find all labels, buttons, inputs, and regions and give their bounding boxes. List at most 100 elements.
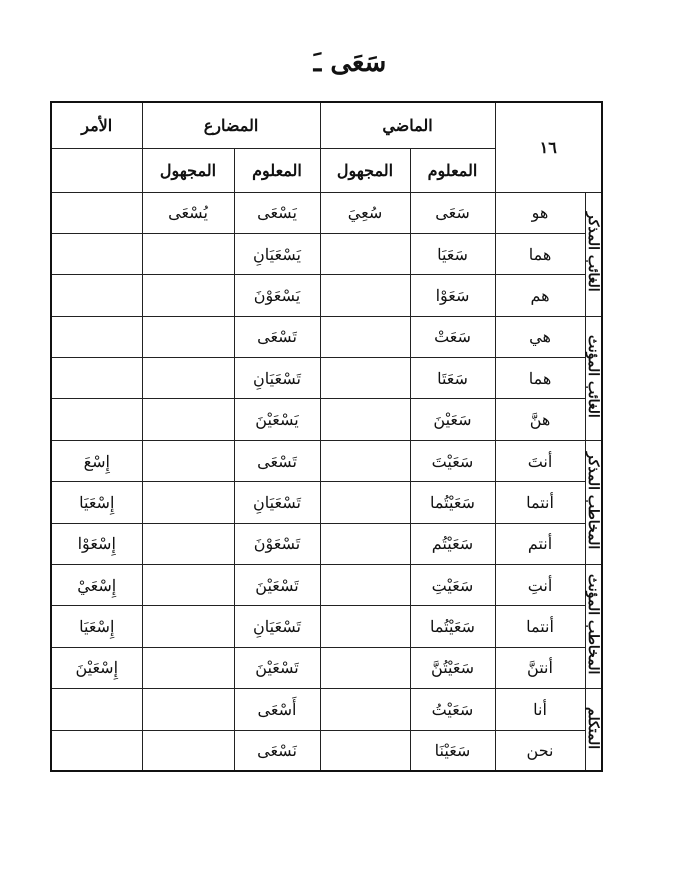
person-group-label: المتكلم	[585, 706, 601, 749]
past-active-cell: سَعَيْتُم	[409, 522, 496, 566]
table-row: هما سَعَتَا تَسْعَيَانِ	[50, 357, 602, 400]
header-present: المضارع	[141, 101, 321, 149]
present-passive-cell	[141, 357, 235, 400]
imperative-cell	[50, 729, 143, 772]
imperative-cell	[50, 688, 143, 731]
pronoun-cell: أنتَ	[494, 439, 586, 483]
present-active-cell: أَسْعَى	[233, 688, 321, 731]
table-row: نحن سَعَيْنَا نَسْعَى	[50, 729, 602, 772]
imperative-cell	[50, 274, 143, 317]
table-row: المخاطب المذكر أنتَ سَعَيْتَ تَسْعَى إِسْعَ	[50, 439, 603, 566]
present-active-cell: تَسْعَيَانِ	[233, 605, 321, 648]
present-passive-cell	[141, 481, 235, 524]
past-active-cell: سَعَيْنَا	[409, 729, 496, 772]
past-active-cell: سَعَيْنَ	[409, 398, 496, 441]
person-group-label: الغائب المؤنث	[585, 334, 601, 418]
pronoun-cell: أنتنَّ	[494, 646, 586, 690]
person-group-cell: المخاطب المذكر	[584, 439, 603, 566]
pronoun-cell: أنتما	[494, 605, 586, 648]
present-active-cell: تَسْعَيَانِ	[233, 481, 321, 524]
past-active-cell: سَعَيْتُنَّ	[409, 646, 496, 690]
past-passive-cell	[319, 522, 411, 566]
pronoun-cell: هما	[494, 232, 586, 276]
present-passive-cell	[141, 522, 235, 566]
table-row: المخاطب المؤنث أنتِ سَعَيْتِ تَسْعَيْنَ إِسْ…	[50, 564, 603, 690]
present-passive-cell	[141, 315, 235, 359]
past-active-cell: سَعَيْتُما	[409, 605, 496, 648]
person-group-label: الغائب المذكر	[585, 212, 601, 292]
past-passive-cell	[319, 315, 411, 359]
pronoun-cell: هنَّ	[494, 398, 586, 441]
pronoun-cell: أنتِ	[494, 564, 586, 607]
imperative-cell	[50, 398, 143, 441]
past-passive-cell: سُعِيَ	[319, 191, 411, 234]
present-active-cell: تَسْعَيْنَ	[233, 564, 321, 607]
imperative-cell	[50, 191, 143, 234]
past-passive-cell	[319, 357, 411, 400]
imperative-cell	[50, 232, 143, 276]
past-active-cell: سَعَيْتُما	[409, 481, 496, 524]
present-passive-cell	[141, 398, 235, 441]
pronoun-cell: أنا	[494, 688, 586, 731]
header-imperative: الأمر	[50, 101, 143, 149]
table-row: هما سَعَيَا يَسْعَيَانِ	[50, 232, 602, 276]
table-row: أنتنَّ سَعَيْتُنَّ تَسْعَيْنَ إِسْعَيْنَ	[50, 646, 602, 690]
imperative-cell: إِسْعَيَا	[50, 481, 143, 524]
past-active-cell: سَعَيْتَ	[409, 439, 496, 483]
table-row: هنَّ سَعَيْنَ يَسْعَيْنَ	[50, 398, 602, 441]
present-passive-cell	[141, 439, 235, 483]
person-group-cell: المتكلم	[584, 688, 603, 772]
header-imperative-empty	[50, 147, 143, 193]
imperative-cell	[50, 315, 143, 359]
pronoun-cell: هما	[494, 357, 586, 400]
present-active-cell: يَسْعَى	[233, 191, 321, 234]
present-passive-cell	[141, 274, 235, 317]
past-passive-cell	[319, 729, 411, 772]
header-past: الماضي	[319, 101, 496, 149]
imperative-cell	[50, 357, 143, 400]
pronoun-cell: هم	[494, 274, 586, 317]
person-group-cell: المخاطب المؤنث	[584, 564, 603, 690]
present-active-cell: تَسْعَى	[233, 439, 321, 483]
person-group-label: المخاطب المؤنث	[585, 574, 601, 675]
past-passive-cell	[319, 564, 411, 607]
past-active-cell: سَعَيْتِ	[409, 564, 496, 607]
present-active-cell: تَسْعَيَانِ	[233, 357, 321, 400]
header-past-passive: المجهول	[319, 147, 411, 193]
table-row: الغائب المؤنث هي سَعَتْ تَسْعَى	[50, 315, 603, 441]
past-active-cell: سَعَيْتُ	[409, 688, 496, 731]
past-active-cell: سَعَيَا	[409, 232, 496, 276]
present-active-cell: نَسْعَى	[233, 729, 321, 772]
past-passive-cell	[319, 646, 411, 690]
past-passive-cell	[319, 398, 411, 441]
table-row: هم سَعَوْا يَسْعَوْنَ	[50, 274, 602, 317]
past-passive-cell	[319, 688, 411, 731]
present-passive-cell	[141, 232, 235, 276]
past-active-cell: سَعَوْا	[409, 274, 496, 317]
table-row: الغائب المذكر هو سَعَى سُعِيَ يَسْعَى يُسْعَى	[50, 191, 603, 317]
past-active-cell: سَعَتْ	[409, 315, 496, 359]
present-active-cell: يَسْعَيْنَ	[233, 398, 321, 441]
present-active-cell: يَسْعَيَانِ	[233, 232, 321, 276]
pronoun-cell: أنتما	[494, 481, 586, 524]
present-passive-cell	[141, 688, 235, 731]
present-passive-cell	[141, 564, 235, 607]
imperative-cell: إِسْعَ	[50, 439, 143, 483]
past-passive-cell	[319, 481, 411, 524]
imperative-cell: إِسْعَوْا	[50, 522, 143, 566]
imperative-cell: إِسْعَيْنَ	[50, 646, 143, 690]
person-group-cell: الغائب المذكر	[584, 191, 603, 317]
pronoun-cell: هو	[494, 191, 586, 234]
past-active-cell: سَعَى	[409, 191, 496, 234]
pronoun-cell: أنتم	[494, 522, 586, 566]
person-group-label: المخاطب المذكر	[585, 451, 601, 550]
pronoun-cell: نحن	[494, 729, 586, 772]
table-row: المتكلم أنا سَعَيْتُ أَسْعَى	[50, 688, 603, 772]
present-active-cell: تَسْعَى	[233, 315, 321, 359]
imperative-cell: إِسْعَيَا	[50, 605, 143, 648]
present-passive-cell	[141, 646, 235, 690]
person-group-cell: الغائب المؤنث	[584, 315, 603, 441]
imperative-cell: إِسْعَيْ	[50, 564, 143, 607]
past-passive-cell	[319, 439, 411, 483]
past-passive-cell	[319, 274, 411, 317]
